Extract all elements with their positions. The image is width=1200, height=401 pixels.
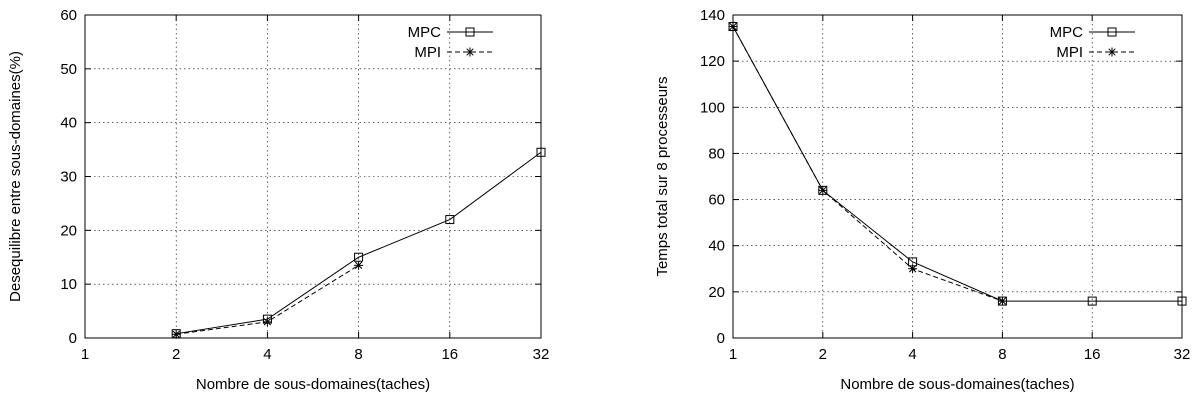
y-tick-label: 140 [700, 7, 725, 24]
y-tick-label: 40 [60, 115, 77, 132]
legend-label-mpi: MPI [1056, 44, 1083, 61]
legend-marker-mpi [465, 47, 475, 57]
x-tick-label: 32 [1174, 346, 1191, 363]
x-tick-label: 16 [441, 346, 458, 363]
data-point-mpi [997, 296, 1007, 306]
x-tick-label: 32 [533, 346, 550, 363]
x-tick-label: 8 [354, 346, 362, 363]
y-tick-label: 20 [60, 222, 77, 239]
series-mpc [171, 147, 546, 339]
data-point-mpi [728, 22, 738, 32]
y-tick-label: 30 [60, 169, 77, 186]
y-tick-label: 60 [60, 7, 77, 24]
chart-2: 0 20 40 60 80 100 120 140 1 2 4 8 16 32 Nombre de sous… [654, 7, 1190, 393]
legend-label-mpc: MPC [408, 24, 442, 41]
data-point-mpi [818, 185, 828, 195]
data-point-mpc [1087, 296, 1097, 306]
data-point-mpc [536, 147, 546, 157]
y-tick-label: 40 [708, 238, 725, 255]
x-axis-label: Nombre de sous-domaines(taches) [840, 376, 1074, 393]
series-line-mpi [732, 26, 1003, 302]
y-tick-label: 60 [708, 192, 725, 209]
y-tick-label: 50 [60, 61, 77, 78]
data-point-mpi [171, 329, 181, 339]
series-line-mpc [176, 151, 542, 335]
legend-label-mpi: MPI [414, 44, 441, 61]
data-point-mpi [262, 317, 272, 327]
series-mpi [171, 260, 364, 339]
x-tick-label: 2 [819, 346, 827, 363]
y-tick-label: 100 [700, 99, 725, 116]
data-point-mpc [445, 215, 455, 225]
data-point-mpi [354, 260, 364, 270]
y-tick-label: 120 [700, 53, 725, 70]
legend-marker-mpc [465, 27, 475, 37]
y-tick-label: 10 [60, 276, 77, 293]
y-axis-label: Temps total sur 8 processeurs [654, 76, 671, 276]
legend-marker-mpc [1107, 27, 1117, 37]
data-point-mpc [1177, 296, 1187, 306]
chart-1: 0 10 20 30 40 50 60 1 2 4 8 16 32 Nombre de sous-doma… [7, 7, 549, 393]
plot-frame [732, 14, 1183, 339]
series-mpi [728, 22, 1007, 306]
y-tick-label: 0 [69, 330, 77, 347]
series-line-mpc [732, 26, 1182, 302]
series-mpc [728, 22, 1187, 306]
x-tick-label: 4 [263, 346, 271, 363]
x-axis-label: Nombre de sous-domaines(taches) [196, 376, 430, 393]
legend-marker-mpi [1107, 47, 1117, 57]
x-tick-label: 4 [908, 346, 916, 363]
x-tick-label: 16 [1084, 346, 1101, 363]
y-tick-label: 80 [708, 145, 725, 162]
x-tick-label: 1 [81, 346, 89, 363]
legend-label-mpc: MPC [1050, 24, 1084, 41]
x-tick-label: 2 [172, 346, 180, 363]
y-axis-label: Desequilibre entre sous-domaines(%) [7, 51, 24, 302]
x-tick-label: 8 [998, 346, 1006, 363]
y-tick-label: 20 [708, 284, 725, 301]
y-tick-label: 0 [717, 330, 725, 347]
x-tick-label: 1 [729, 346, 737, 363]
data-point-mpi [908, 264, 918, 274]
